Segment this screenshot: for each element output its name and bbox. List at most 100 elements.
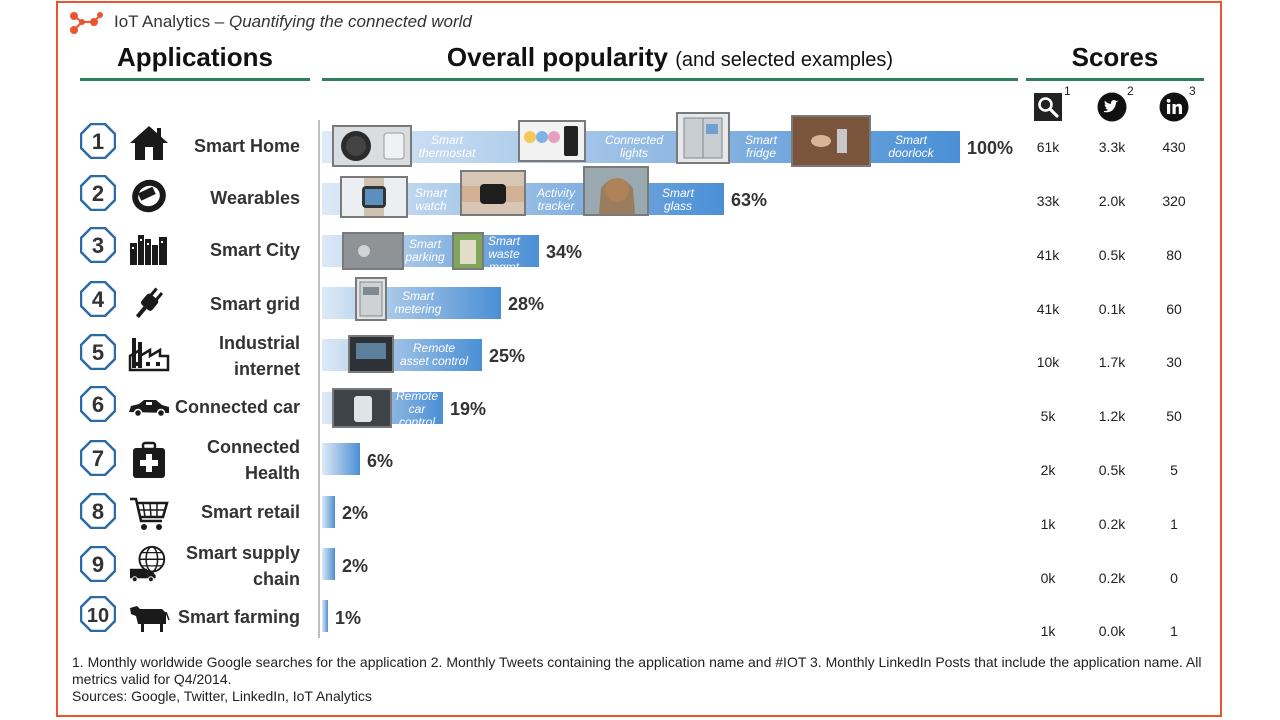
rank-number: 7 <box>92 446 104 471</box>
rank-number: 10 <box>87 605 109 627</box>
rank-badge: 3 <box>80 227 116 263</box>
applications-underline <box>80 78 310 81</box>
example-label: Smart glass <box>652 187 704 213</box>
example-label-line: doorlock <box>888 146 934 160</box>
rank-badge: 2 <box>80 175 116 211</box>
google-score: 0k <box>1040 570 1056 586</box>
app-row: 10 Smart farming 1% 1k 0.0k 1 <box>0 592 1280 644</box>
app-name: Smart farming <box>177 607 300 627</box>
rank-number: 9 <box>92 552 104 577</box>
popularity-percent: 63% <box>731 190 768 210</box>
popularity-header: Overall popularity (and selected example… <box>322 42 1018 73</box>
brand-header: IoT Analytics – Quantifying the connecte… <box>68 8 472 36</box>
smart-watch-image <box>340 176 408 218</box>
twitter-score: 2.0k <box>1098 193 1126 209</box>
footnote-metrics: 1. Monthly worldwide Google searches for… <box>72 654 1202 687</box>
linkedin-score: 50 <box>1166 408 1182 424</box>
linkedin-score: 320 <box>1162 193 1186 209</box>
example-label-line: Smart <box>414 186 447 200</box>
linkedin-score: 30 <box>1166 354 1182 370</box>
rank-number: 1 <box>92 129 104 154</box>
twitter-score: 1.2k <box>1098 408 1126 424</box>
footnote-sources: Sources: Google, Twitter, LinkedIn, IoT … <box>72 688 372 704</box>
twitter-score: 3.3k <box>1098 139 1126 155</box>
example-label-line: glass <box>663 199 692 213</box>
example-label-line: car <box>408 402 426 416</box>
popularity-percent: 28% <box>508 294 545 314</box>
example-label-line: watch <box>415 199 447 213</box>
popularity-percent: 2% <box>342 556 369 576</box>
popularity-underline <box>322 78 1018 81</box>
app-row: 8 Smart retail 2% 1k 0.2k 1 <box>0 487 1280 539</box>
app-name-line: Connected <box>206 437 300 457</box>
popularity-bar <box>322 548 335 580</box>
smart-meter-image <box>355 277 387 321</box>
example-label-line: Smart <box>744 133 777 147</box>
example-label: Connected lights <box>596 134 672 160</box>
popularity-bar <box>322 496 335 528</box>
linkedin-score: 60 <box>1166 301 1182 317</box>
app-name: Wearables <box>210 188 300 208</box>
example-label: Smart waste mgmt <box>484 235 524 274</box>
iot-analytics-logo-icon <box>70 12 103 34</box>
app-name: Smart grid <box>209 294 300 314</box>
example-label: Activity tracker <box>528 187 584 213</box>
google-score: 61k <box>1036 139 1060 155</box>
activity-tracker-image <box>460 170 526 216</box>
app-row: 6 Connected car 19% 5k 1.2k 50 <box>0 382 1280 434</box>
example-label: Smart parking <box>402 238 448 264</box>
example-label-line: mgmt <box>489 260 519 274</box>
popularity-percent: 19% <box>450 399 487 419</box>
popularity-percent: 34% <box>546 242 583 262</box>
app-name-line: chain <box>252 569 300 589</box>
twitter-score: 0.0k <box>1098 623 1126 639</box>
footnotes: 1. Monthly worldwide Google searches for… <box>72 654 1202 705</box>
example-label: Smart watch <box>408 187 454 213</box>
google-score: 1k <box>1040 623 1056 639</box>
remote-car-control-image <box>332 388 392 428</box>
app-row: 4 Smart grid 28% 41k 0.1k 60 <box>0 277 1280 329</box>
brand-text: IoT Analytics – Quantifying the connecte… <box>114 12 472 32</box>
factory-icon <box>128 338 170 372</box>
example-label-line: thermostat <box>418 146 476 160</box>
app-name-line: internet <box>233 359 300 379</box>
popularity-subtitle: (and selected examples) <box>675 49 894 71</box>
bar-axis-line <box>318 120 320 638</box>
example-label-line: Connected <box>604 133 664 147</box>
example-label-line: Smart <box>894 133 927 147</box>
app-name: Smart supply chain <box>186 540 300 592</box>
google-score: 10k <box>1036 354 1060 370</box>
scores-underline <box>1026 78 1204 81</box>
smart-thermostat-image <box>332 125 412 167</box>
shopping-cart-icon <box>130 497 169 530</box>
example-label-line: Smart <box>661 186 694 200</box>
example-label: Remote car control <box>394 390 440 429</box>
smart-waste-image <box>452 232 484 270</box>
popularity-percent: 100% <box>967 138 1014 158</box>
example-label: Smart metering <box>390 290 446 316</box>
rank-badge: 8 <box>80 493 116 529</box>
rank-number: 8 <box>92 499 104 524</box>
rank-number: 4 <box>92 287 105 312</box>
rank-badge: 4 <box>80 281 116 317</box>
twitter-icon <box>1097 92 1127 122</box>
linkedin-score: 80 <box>1166 247 1182 263</box>
example-label-line: asset control <box>399 354 469 368</box>
example-label-line: Smart <box>401 289 434 303</box>
popularity-title: Overall popularity <box>446 42 668 72</box>
linkedin-score: 430 <box>1162 139 1186 155</box>
google-score: 41k <box>1036 247 1060 263</box>
example-label-line: Remote <box>395 389 439 403</box>
rank-badge: 10 <box>80 596 116 632</box>
popularity-bar <box>322 600 328 632</box>
example-label: Smart fridge <box>734 134 788 160</box>
linkedin-score: 0 <box>1170 570 1178 586</box>
search-footnote-mark: 1 <box>1064 84 1071 98</box>
twitter-score: 0.1k <box>1098 301 1126 317</box>
rank-badge: 7 <box>80 440 116 476</box>
connected-lights-image <box>518 120 586 162</box>
wristband-icon <box>132 179 166 213</box>
car-icon <box>129 400 169 418</box>
app-name-line: Industrial <box>218 333 300 353</box>
rank-badge: 6 <box>80 386 116 422</box>
